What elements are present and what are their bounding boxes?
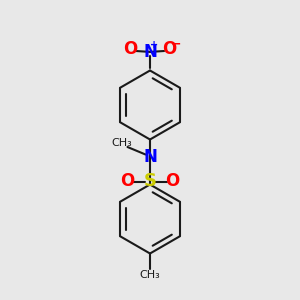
Text: O: O [120, 172, 135, 190]
Text: N: N [143, 148, 157, 166]
Text: N: N [143, 43, 157, 61]
Text: O: O [162, 40, 177, 58]
Text: O: O [123, 40, 138, 58]
Text: −: − [171, 38, 181, 51]
Text: CH₃: CH₃ [140, 270, 160, 280]
Text: O: O [165, 172, 180, 190]
Text: S: S [143, 172, 157, 190]
Text: CH₃: CH₃ [111, 137, 132, 148]
Text: +: + [149, 40, 158, 50]
